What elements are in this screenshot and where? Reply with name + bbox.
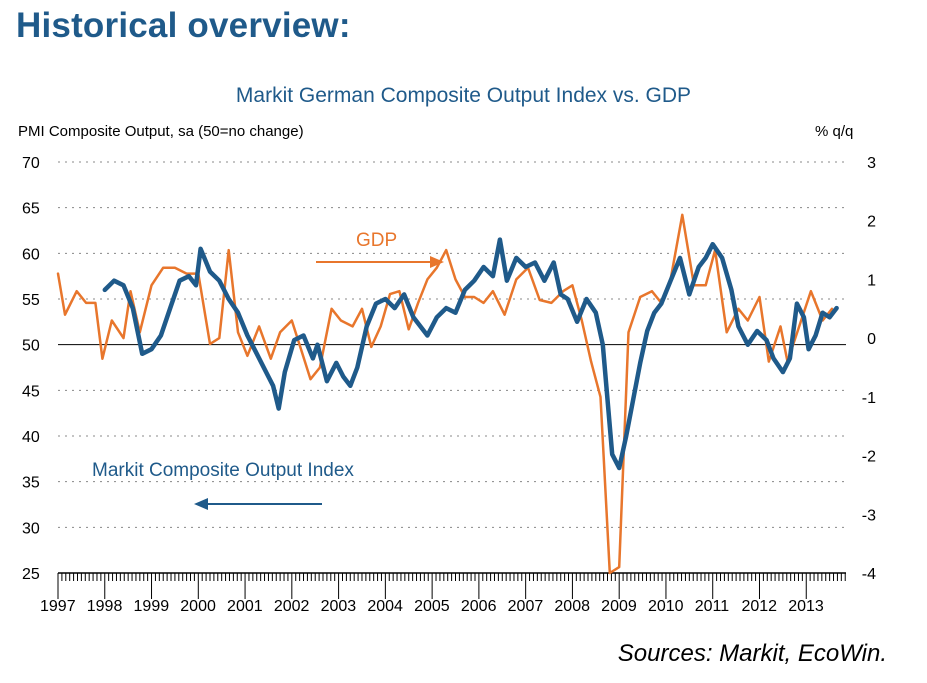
y-right-tick-label: -3 [862,507,876,524]
x-tick-label: 2002 [274,598,310,615]
pmi-annotation-label: Markit Composite Output Index [92,460,354,481]
y-right-tick-label: 0 [867,331,876,348]
chart-title: Markit German Composite Output Index vs.… [235,84,692,107]
y-axis-left-label: PMI Composite Output, sa (50=no change) [18,123,304,140]
gdp-annotation-label: GDP [356,230,397,251]
y-right-tick-label: 3 [867,155,876,172]
y-left-tick-label: 50 [22,338,40,355]
gdp-series-line [56,213,834,575]
y-right-tick-label: -1 [862,390,876,407]
gdp-arrow-head [430,256,444,268]
x-tick-label: 2012 [741,598,777,615]
y-right-tick-label: -2 [862,449,876,466]
y-axis-left-ticks: 70 65 60 55 50 45 40 35 30 25 [22,155,40,583]
y-left-tick-label: 25 [22,566,40,583]
y-axis-right-label: % q/q [815,123,854,140]
x-tick-label: 2000 [180,598,216,615]
x-tick-label: 2008 [554,598,590,615]
source-note: Sources: Markit, EcoWin. [617,640,887,667]
x-tick-label: 2006 [461,598,497,615]
y-left-tick-label: 45 [22,383,40,400]
y-right-tick-label: 1 [867,272,876,289]
x-axis: 1997 1998 1999 2000 2001 2002 2003 2004 2005 2006… [40,572,846,615]
y-left-tick-label: 40 [22,429,40,446]
x-tick-label: 2009 [601,598,637,615]
x-tick-label: 1998 [87,598,123,615]
y-left-tick-label: 60 [22,246,40,263]
x-tick-label: 2011 [695,598,730,615]
x-tick-label: 2003 [321,598,357,615]
x-tick-label: 2005 [414,598,450,615]
series-layer [56,213,839,575]
x-tick-label: 2013 [788,598,824,615]
page-heading: Historical overview: [16,6,351,45]
y-axis-right-ticks: 3 2 1 0 -1 -2 -3 -4 [862,155,876,583]
pmi-series-line [102,237,839,471]
y-left-tick-label: 35 [22,475,40,492]
y-left-tick-label: 65 [22,201,40,218]
pmi-arrow-head [194,498,208,510]
x-tick-label: 1997 [40,598,76,615]
x-tick-label: 1999 [134,598,170,615]
x-tick-label: 2007 [508,598,544,615]
x-tick-label: 2004 [367,598,403,615]
x-tick-label: 2001 [227,598,263,615]
x-tick-label: 2010 [648,598,684,615]
y-left-tick-label: 30 [22,520,40,537]
y-right-tick-label: 2 [867,214,876,231]
annotations: GDP Markit Composite Output Index [92,230,444,510]
y-left-tick-label: 70 [22,155,40,172]
gridlines [58,161,846,528]
y-right-tick-label: -4 [862,566,876,583]
y-left-tick-label: 55 [22,292,40,309]
